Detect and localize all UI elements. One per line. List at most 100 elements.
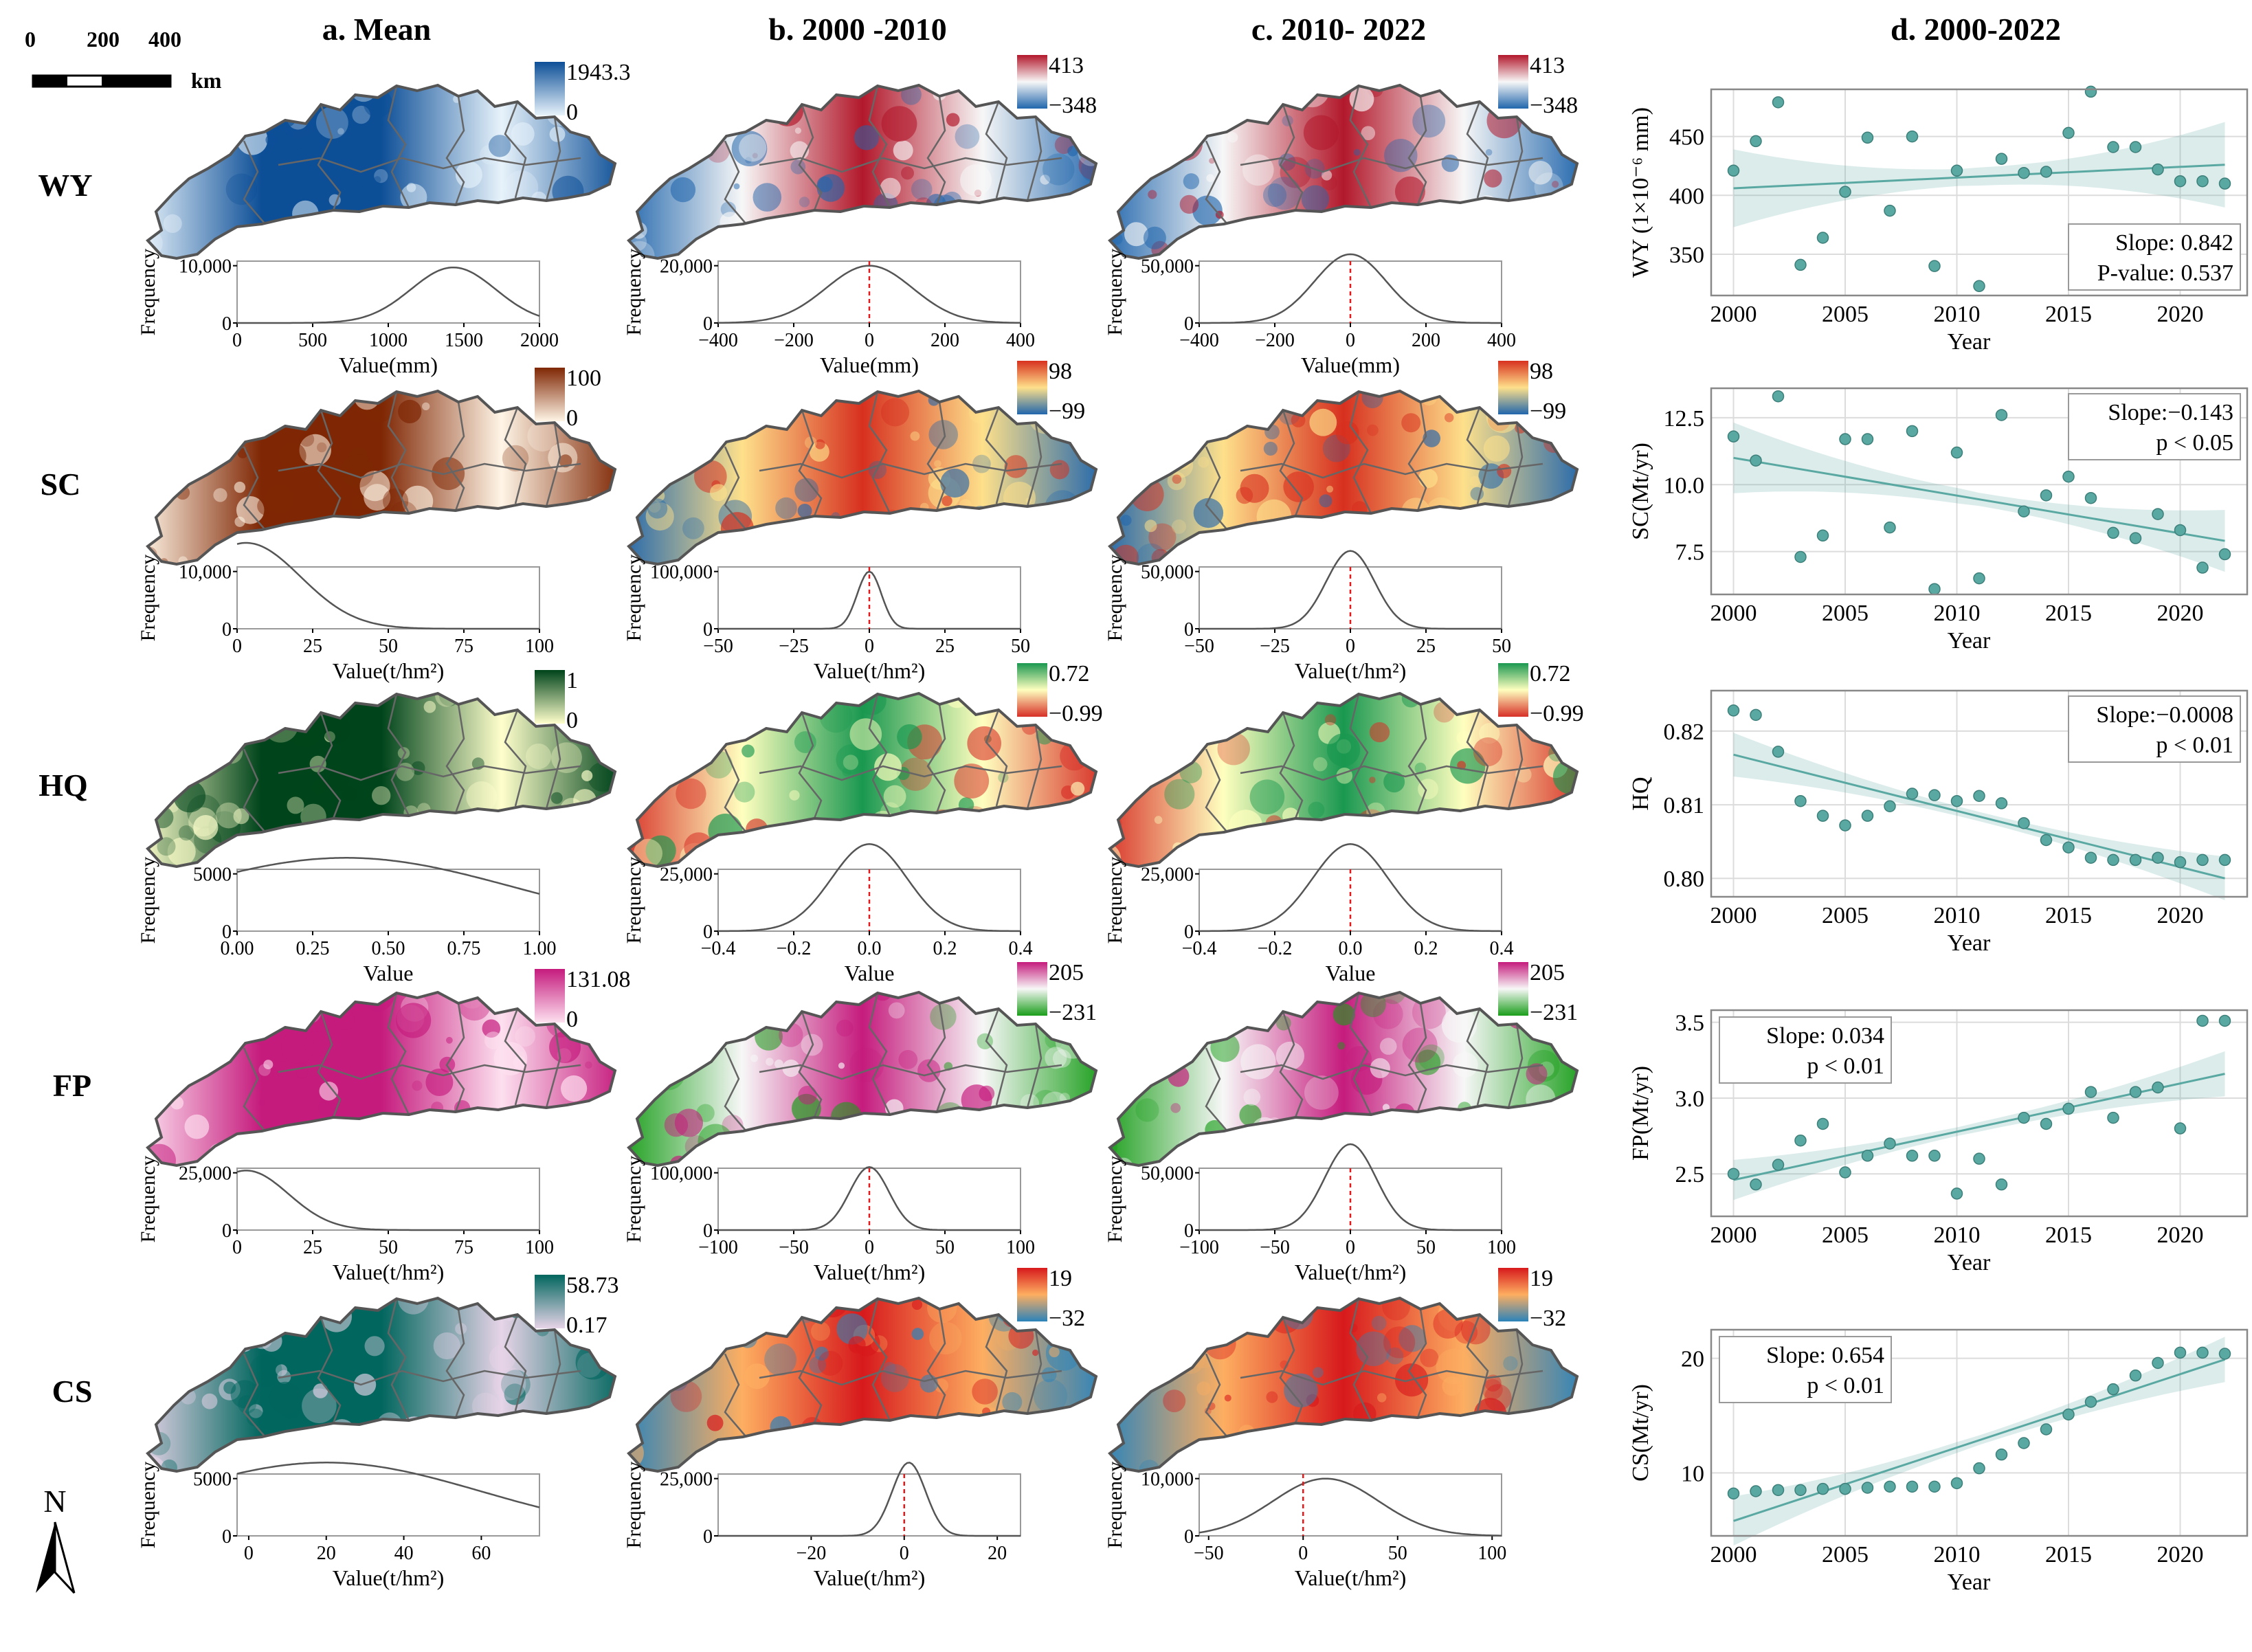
legend-sc-change-2000-2010: 98 −99 — [1017, 359, 1085, 424]
x-tick-label: 2020 — [2157, 302, 2204, 327]
data-point — [2152, 508, 2164, 520]
histogram-ytick: 100,000 — [650, 562, 713, 583]
legend-hq-mean: 10 — [535, 668, 578, 733]
histogram-xtick: 25 — [935, 636, 955, 657]
histogram-xtick: 100 — [1006, 1237, 1035, 1258]
data-point — [1973, 1152, 1985, 1165]
data-point — [1973, 790, 1985, 802]
histogram-ytick: 0 — [222, 619, 232, 640]
histogram-ytick: 0 — [703, 1526, 713, 1548]
histogram-hq-mean: 0 5000 0.00 0.25 0.50 0.75 1.00 Value Frequency — [137, 857, 557, 985]
histogram-ylabel: Frequency — [623, 1156, 645, 1243]
histogram-xlabel: Value — [1326, 961, 1376, 985]
y-tick-label: 7.5 — [1675, 540, 1705, 566]
y-axis-label: SC(Mt/yr) — [1628, 443, 1653, 540]
legend-fp-change-2000-2010: 205 −231 — [1017, 960, 1097, 1025]
data-point — [2062, 126, 2075, 139]
data-point — [1727, 1168, 1740, 1180]
histogram-ylabel: Frequency — [623, 1462, 645, 1549]
histogram-xtick: −20 — [796, 1543, 826, 1564]
data-point — [2129, 1369, 2142, 1382]
histogram-curve — [236, 542, 539, 630]
legend-max: 1943.3 — [566, 60, 631, 85]
data-point — [2129, 1086, 2142, 1098]
data-point — [2218, 548, 2231, 561]
data-point — [1772, 746, 1785, 758]
column-title-2000-2022: d. 2000-2022 — [1891, 12, 2061, 47]
legend-wy-mean: 1943.3 0 — [535, 60, 631, 125]
trend-chart-fp: 2000 2005 2010 2015 2020 2.5 3.0 3.5 Year FP(Mt/y… — [1628, 1009, 2249, 1275]
legend-min: −348 — [1049, 93, 1097, 118]
data-point — [1884, 1480, 1896, 1493]
histogram-frame — [236, 1473, 540, 1537]
histogram-xtick: −50 — [703, 636, 733, 657]
x-tick-label: 2005 — [1822, 302, 1869, 327]
data-point — [2018, 1111, 2030, 1124]
histogram-xlabel: Value(t/hm²) — [814, 1565, 925, 1590]
data-point — [2107, 526, 2119, 539]
trend-line — [1733, 1073, 2225, 1181]
histogram-ytick: 0 — [1184, 1220, 1194, 1242]
histogram-ytick: 0 — [703, 619, 713, 640]
histogram-ytick: 25,000 — [660, 864, 713, 886]
data-point — [1794, 1484, 1807, 1497]
data-point — [2152, 1081, 2164, 1094]
histogram-sc-change-2010-2022: 0 50,000 −50 −25 0 25 50 Value(t/hm²) Frequency — [1104, 550, 1511, 683]
row-label-cs: CS — [52, 1374, 93, 1409]
row-label-sc: SC — [41, 467, 81, 502]
y-axis-label: HQ — [1628, 777, 1653, 810]
data-point — [1928, 260, 1941, 272]
stats-p-value: p < 0.01 — [1807, 1053, 1884, 1079]
histogram-xlabel: Value(mm) — [339, 353, 438, 377]
legend-min: −99 — [1049, 399, 1085, 424]
data-point — [2018, 166, 2030, 179]
x-tick-label: 2015 — [2045, 302, 2092, 327]
stats-slope: Slope:−0.143 — [2108, 400, 2233, 425]
data-point — [1950, 1477, 1963, 1490]
histogram-xlabel: Value(t/hm²) — [333, 1565, 444, 1590]
data-point — [1995, 797, 2008, 810]
legend-max: 0.72 — [1049, 661, 1090, 687]
histogram-xtick: 50 — [379, 636, 398, 657]
stats-box: Slope: 0.842 P-value: 0.537 — [2068, 223, 2241, 291]
histogram-xtick: 0.00 — [221, 938, 254, 959]
histogram-xtick: 400 — [1487, 330, 1516, 351]
data-point — [2084, 1086, 2097, 1098]
histogram-xtick: 100 — [1478, 1543, 1506, 1564]
histogram-xlabel: Value(t/hm²) — [1295, 658, 1406, 683]
x-axis-label: Year — [1948, 628, 1991, 654]
stats-slope: Slope: 0.654 — [1766, 1343, 1884, 1368]
histogram-wy-change-2010-2022: 0 50,000 −400 −200 0 200 400 Value(mm) Frequency — [1104, 249, 1516, 377]
histogram-curve — [236, 857, 540, 895]
stats-box: Slope:−0.143 p < 0.05 — [2068, 393, 2241, 460]
stats-box: Slope: 0.654 p < 0.01 — [1719, 1336, 1892, 1403]
data-point — [1772, 96, 1785, 109]
histogram-xlabel: Value(t/hm²) — [1295, 1260, 1406, 1284]
data-point — [1750, 1485, 1762, 1497]
y-tick-label: 400 — [1669, 183, 1704, 209]
x-tick-label: 2010 — [1934, 903, 1981, 928]
data-point — [2152, 163, 2164, 176]
data-point — [1727, 704, 1740, 717]
histogram-frame — [1199, 1473, 1502, 1537]
histogram-xtick: −0.4 — [701, 938, 736, 959]
data-point — [2174, 1122, 2187, 1135]
legend-max: 413 — [1049, 53, 1084, 78]
data-point — [1973, 280, 1985, 293]
data-point — [1750, 1178, 1762, 1191]
data-point — [1906, 130, 1919, 143]
data-point — [2107, 141, 2119, 153]
legend-max: 98 — [1049, 359, 1072, 384]
data-point — [2084, 1396, 2097, 1408]
data-point — [2084, 851, 2097, 864]
y-tick-label: 0.82 — [1664, 719, 1705, 745]
histogram-xtick: 25 — [303, 636, 322, 657]
histogram-ytick: 25,000 — [179, 1163, 232, 1185]
histogram-xtick: −100 — [1179, 1237, 1219, 1258]
data-point — [2040, 489, 2053, 502]
legend-min: 0 — [566, 1007, 578, 1032]
data-point — [2107, 1383, 2119, 1396]
histogram-ytick: 10,000 — [1141, 1469, 1194, 1491]
histogram-frame — [717, 1473, 1021, 1537]
histogram-xtick: −400 — [1179, 330, 1219, 351]
